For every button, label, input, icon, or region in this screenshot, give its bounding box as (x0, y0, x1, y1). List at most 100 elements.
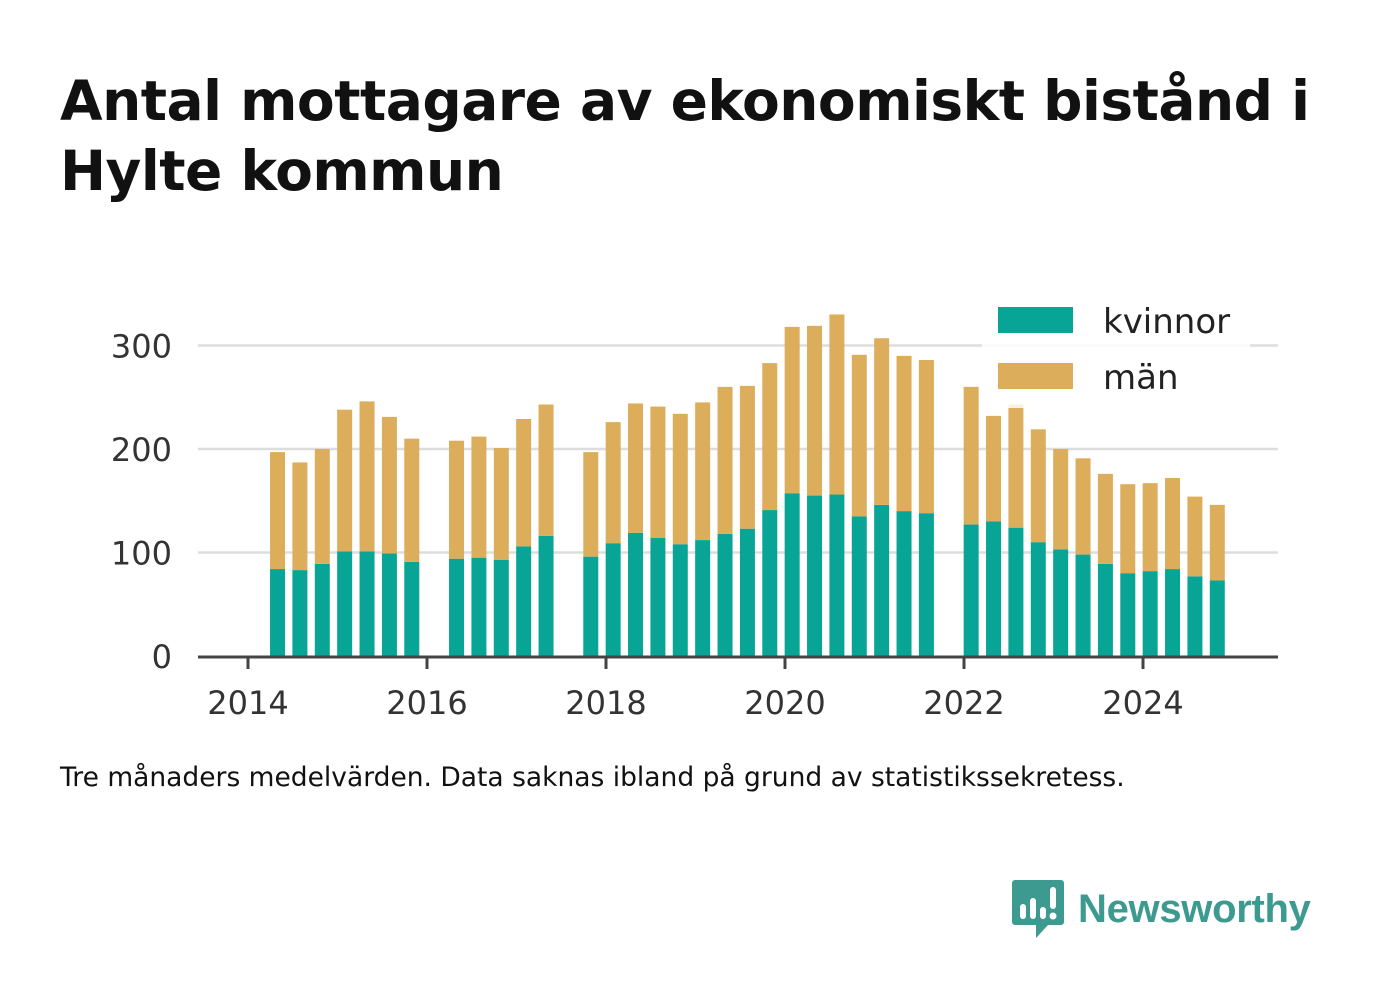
bar-kvinnor (807, 495, 823, 656)
bar-man (650, 406, 666, 539)
legend: kvinnor män (982, 296, 1250, 408)
bar-kvinnor (1120, 573, 1136, 656)
x-axis: 2014 2016 2018 2020 2022 2024 (207, 657, 1184, 722)
bar-man (1075, 458, 1091, 555)
bar-kvinnor (1030, 542, 1046, 656)
bar-kvinnor (1142, 571, 1158, 656)
bar-man (493, 447, 509, 560)
y-tick-label: 100 (111, 535, 172, 573)
bar-man (918, 359, 934, 514)
bar-man (695, 402, 711, 541)
bar-man (628, 403, 644, 533)
bar-man (1120, 484, 1136, 574)
bar-kvinnor (1075, 554, 1091, 656)
bar-man (1142, 483, 1158, 572)
bar-man (1030, 429, 1046, 543)
bar-man (829, 314, 845, 495)
bar-kvinnor (359, 551, 375, 656)
bar-man (270, 452, 286, 570)
bar-kvinnor (1097, 563, 1113, 656)
bar-kvinnor (1053, 549, 1069, 656)
bar-man (449, 440, 465, 559)
bar-kvinnor (717, 533, 733, 656)
footnote: Tre månaders medelvärden. Data saknas ib… (60, 762, 1125, 793)
y-tick-label: 0 (152, 638, 172, 676)
bar-kvinnor (874, 504, 890, 656)
bar-man (337, 409, 353, 552)
bar-kvinnor (605, 543, 621, 656)
x-tick-label: 2020 (744, 684, 825, 722)
bar-man (986, 415, 1002, 522)
bar-kvinnor (650, 538, 666, 656)
bar-man (1053, 449, 1069, 550)
bar-kvinnor (270, 569, 286, 656)
bar-man (1165, 477, 1181, 570)
bar-kvinnor (762, 510, 778, 656)
bar-kvinnor (516, 546, 532, 656)
bar-kvinnor (986, 521, 1002, 656)
x-tick-label: 2024 (1102, 684, 1183, 722)
bar-man (874, 338, 890, 505)
bar-man (359, 401, 375, 552)
bar-kvinnor (449, 558, 465, 656)
bar-man (314, 449, 330, 564)
bar-man (672, 413, 688, 545)
legend-label-man: män (1103, 358, 1179, 398)
bar-kvinnor (1209, 580, 1225, 656)
bar-kvinnor (1008, 527, 1024, 656)
bar-kvinnor (493, 559, 509, 656)
bar-man (381, 416, 397, 554)
legend-swatch-kvinnor (998, 307, 1073, 333)
bars (270, 314, 1225, 656)
bar-kvinnor (314, 563, 330, 656)
bar-man (784, 326, 800, 494)
bar-chart-speech-bubble-icon (1012, 880, 1064, 938)
bar-man (896, 355, 912, 512)
bar-man (538, 404, 554, 536)
bar-man (471, 436, 487, 558)
bar-man (605, 422, 621, 544)
brand-name: Newsworthy (1078, 886, 1311, 931)
bar-kvinnor (292, 570, 308, 656)
bar-kvinnor (918, 513, 934, 656)
bar-man (516, 418, 532, 547)
bar-man (739, 385, 755, 529)
bar-kvinnor (381, 553, 397, 656)
x-tick-label: 2022 (923, 684, 1004, 722)
bar-kvinnor (739, 528, 755, 656)
x-tick-label: 2018 (565, 684, 646, 722)
bar-kvinnor (784, 493, 800, 656)
legend-label-kvinnor: kvinnor (1103, 302, 1230, 342)
bar-man (851, 354, 867, 517)
bar-man (1187, 496, 1203, 577)
bar-kvinnor (337, 551, 353, 656)
bar-kvinnor (672, 544, 688, 656)
bar-kvinnor (538, 535, 554, 656)
bar-man (1097, 473, 1113, 564)
bar-kvinnor (1187, 576, 1203, 656)
bar-kvinnor (829, 494, 845, 656)
bar-man (717, 386, 733, 534)
bar-man (292, 462, 308, 571)
chart-title: Antal mottagare av ekonomiskt bistånd i … (60, 69, 1310, 203)
bar-man (807, 325, 823, 496)
bar-man (404, 438, 420, 562)
y-tick-label: 200 (111, 431, 172, 469)
bar-kvinnor (695, 540, 711, 656)
y-axis: 0 100 200 300 (111, 328, 172, 677)
x-tick-label: 2016 (386, 684, 467, 722)
bar-kvinnor (963, 524, 979, 656)
bar-man (963, 386, 979, 525)
bar-man (762, 363, 778, 511)
x-tick-label: 2014 (207, 684, 288, 722)
legend-swatch-man (998, 363, 1073, 389)
bar-man (1008, 404, 1024, 528)
y-tick-label: 300 (111, 328, 172, 366)
brand-logo: Newsworthy (1012, 878, 1311, 940)
bar-kvinnor (628, 532, 644, 656)
bar-man (1209, 504, 1225, 581)
bar-kvinnor (1165, 569, 1181, 656)
bar-man (583, 452, 599, 557)
bar-kvinnor (583, 556, 599, 656)
